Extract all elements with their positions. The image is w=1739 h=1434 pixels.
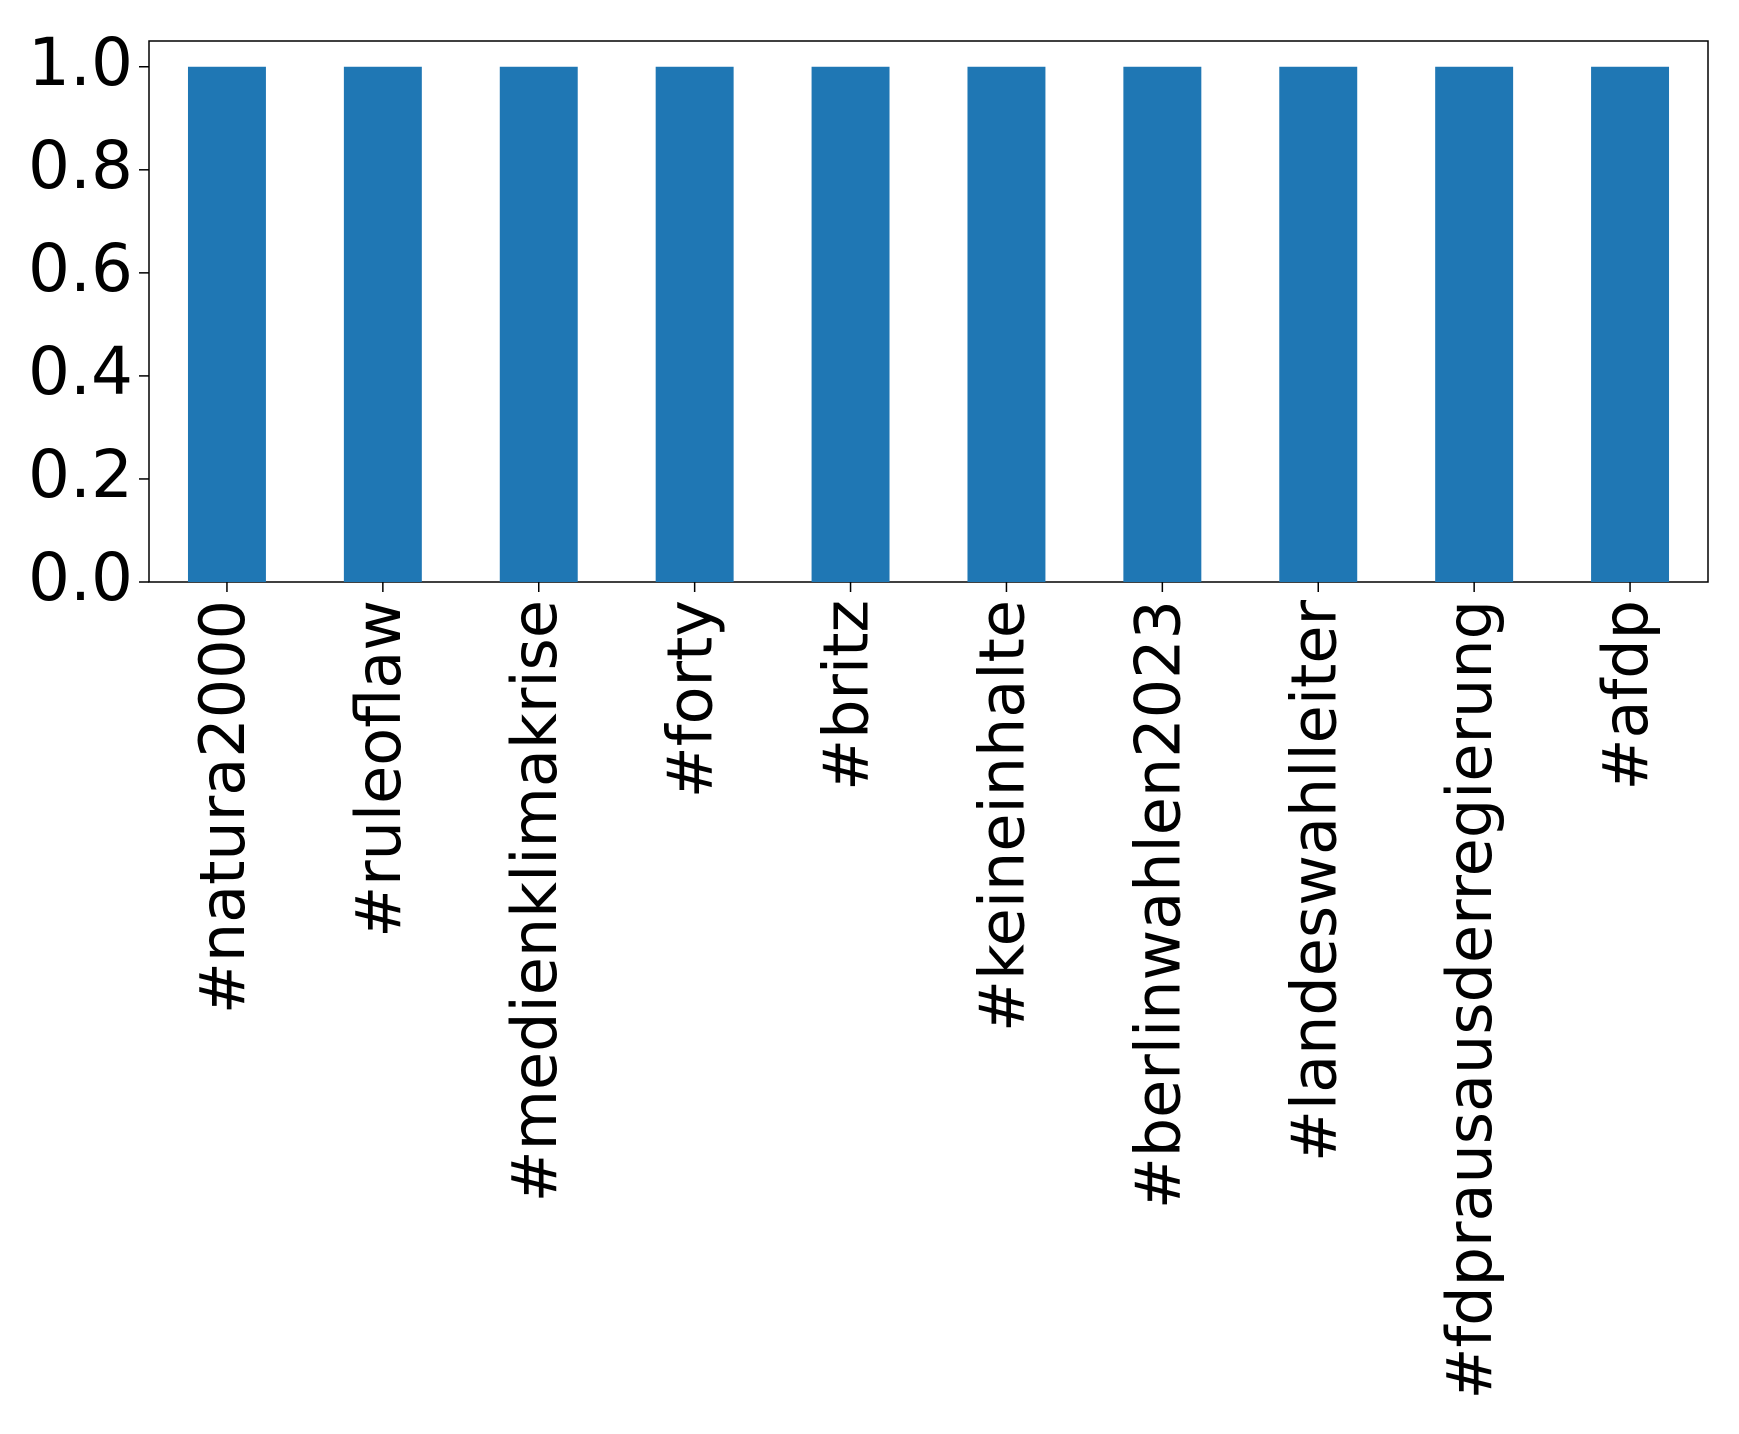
x-tick-label: #landeswahlleiter <box>1277 599 1350 1162</box>
y-tick-label: 0.6 <box>28 230 133 307</box>
x-tick-label: #keineinhalte <box>966 600 1039 1032</box>
bar <box>343 66 422 582</box>
x-tick-label: #medienklimakrise <box>498 600 571 1202</box>
y-tick-label: 0.0 <box>28 539 133 616</box>
bar <box>1435 66 1514 582</box>
x-tick-label: #natura2000 <box>186 600 259 1014</box>
bar <box>499 66 578 582</box>
x-tick-label: #fdprausausderregierung <box>1433 600 1506 1400</box>
x-tick-label: #britz <box>810 600 883 791</box>
bar <box>1279 66 1358 582</box>
plot-frame <box>148 40 1709 583</box>
y-tick-label: 0.2 <box>28 436 133 513</box>
x-tick-label: #forty <box>654 600 727 798</box>
bar <box>1591 66 1670 582</box>
bar <box>187 66 266 582</box>
bar <box>1123 66 1202 582</box>
bar <box>655 66 734 582</box>
y-tick-label: 0.4 <box>28 333 133 410</box>
y-tick-label: 1.0 <box>28 24 133 101</box>
x-tick-label: #berlinwahlen2023 <box>1121 600 1194 1209</box>
x-tick-label: #afdp <box>1589 600 1662 790</box>
y-tick-label: 0.8 <box>28 127 133 204</box>
x-tick-label: #ruleoflaw <box>342 600 415 938</box>
bar <box>967 66 1046 582</box>
bar <box>811 66 890 582</box>
